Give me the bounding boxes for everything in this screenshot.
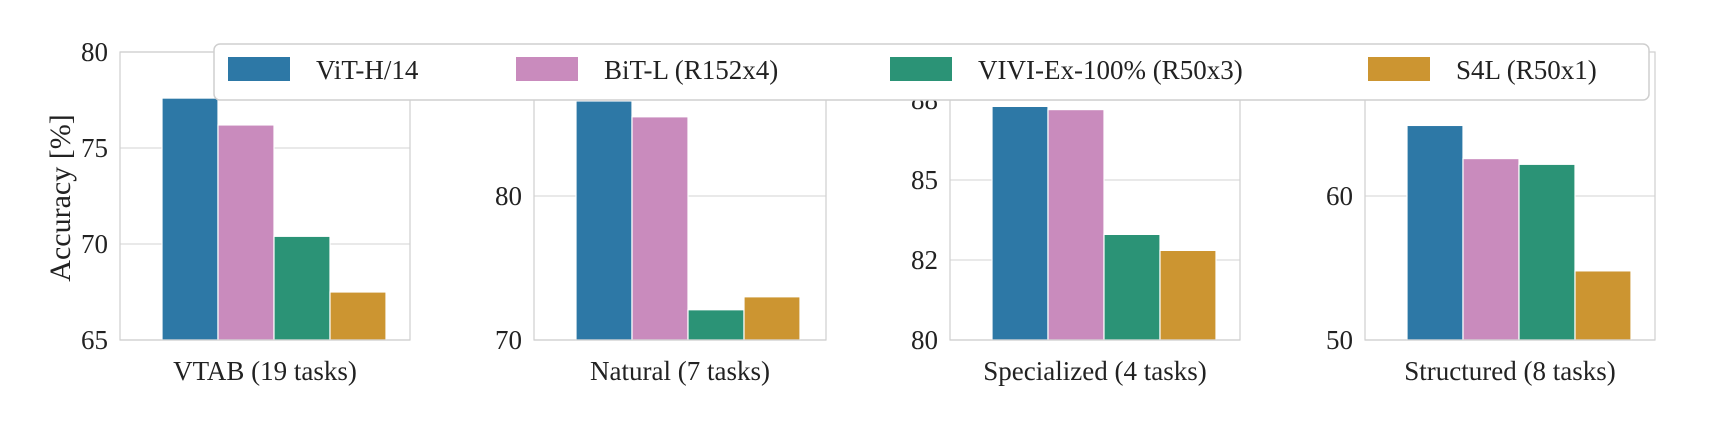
legend: ViT-H/14 BiT-L (R152x4) VIVI-Ex-100% (R50x…: [213, 43, 1650, 101]
bar-bit-l-r152x4-: [631, 116, 689, 341]
bar-vivi-ex-100-r50x3-: [273, 235, 331, 341]
legend-label: S4L (R50x1): [1456, 55, 1597, 85]
y-tick-label: 70: [495, 325, 522, 355]
legend-item: S4L (R50x1): [1368, 55, 1597, 85]
legend-item: ViT-H/14: [228, 55, 419, 85]
bar-vit-h-14: [161, 97, 219, 341]
bar-vivi-ex-100-r50x3-: [687, 309, 745, 341]
y-tick-label: 85: [911, 165, 938, 195]
y-tick-label: 80: [911, 325, 938, 355]
y-tick-label: 80: [81, 37, 108, 67]
x-axis-label: Natural (7 tasks): [590, 356, 770, 386]
bar-vit-h-14: [991, 105, 1049, 341]
y-tick-label: 65: [81, 325, 108, 355]
legend-swatch: [228, 57, 290, 81]
y-axis-label: Accuracy [%]: [44, 114, 77, 281]
y-tick-label: 60: [1326, 181, 1353, 211]
panel-3: 80828588Specialized (4 tasks): [911, 51, 1241, 386]
legend-label: BiT-L (R152x4): [604, 55, 778, 85]
panels-layer: 65 70 75 80 VTAB (19 tasks) 70 80 Natural (7 ta…: [81, 37, 1656, 386]
bar-s4l-r50x1-: [1159, 249, 1217, 341]
y-tick-label: 82: [911, 245, 938, 275]
bar-bit-l-r152x4-: [1462, 157, 1520, 341]
bar-bit-l-r152x4-: [1047, 108, 1105, 341]
legend-label: VIVI-Ex-100% (R50x3): [978, 55, 1243, 85]
y-tick-label: 50: [1326, 325, 1353, 355]
bar-s4l-r50x1-: [743, 296, 801, 341]
bar-s4l-r50x1-: [1574, 270, 1632, 341]
x-axis-label: Specialized (4 tasks): [983, 356, 1206, 386]
bar-vit-h-14: [575, 100, 633, 341]
legend-swatch: [1368, 57, 1430, 81]
legend-item: BiT-L (R152x4): [516, 55, 778, 85]
y-tick-label: 75: [81, 133, 108, 163]
x-axis-label: Structured (8 tasks): [1404, 356, 1615, 386]
legend-item: VIVI-Ex-100% (R50x3): [890, 55, 1243, 85]
y-tick-label: 70: [81, 229, 108, 259]
bar-vivi-ex-100-r50x3-: [1103, 233, 1161, 341]
bar-bit-l-r152x4-: [217, 124, 275, 341]
panel-2: 70 80 Natural (7 tasks): [495, 51, 827, 386]
y-tick-label: 80: [495, 181, 522, 211]
bar-vit-h-14: [1406, 124, 1464, 341]
bar-s4l-r50x1-: [329, 291, 387, 341]
legend-label: ViT-H/14: [316, 55, 419, 85]
legend-swatch: [890, 57, 952, 81]
legend-swatch: [516, 57, 578, 81]
panel-4: 50 60 Structured (8 tasks): [1326, 51, 1656, 386]
x-axis-label: VTAB (19 tasks): [173, 356, 357, 386]
bar-vivi-ex-100-r50x3-: [1518, 163, 1576, 341]
